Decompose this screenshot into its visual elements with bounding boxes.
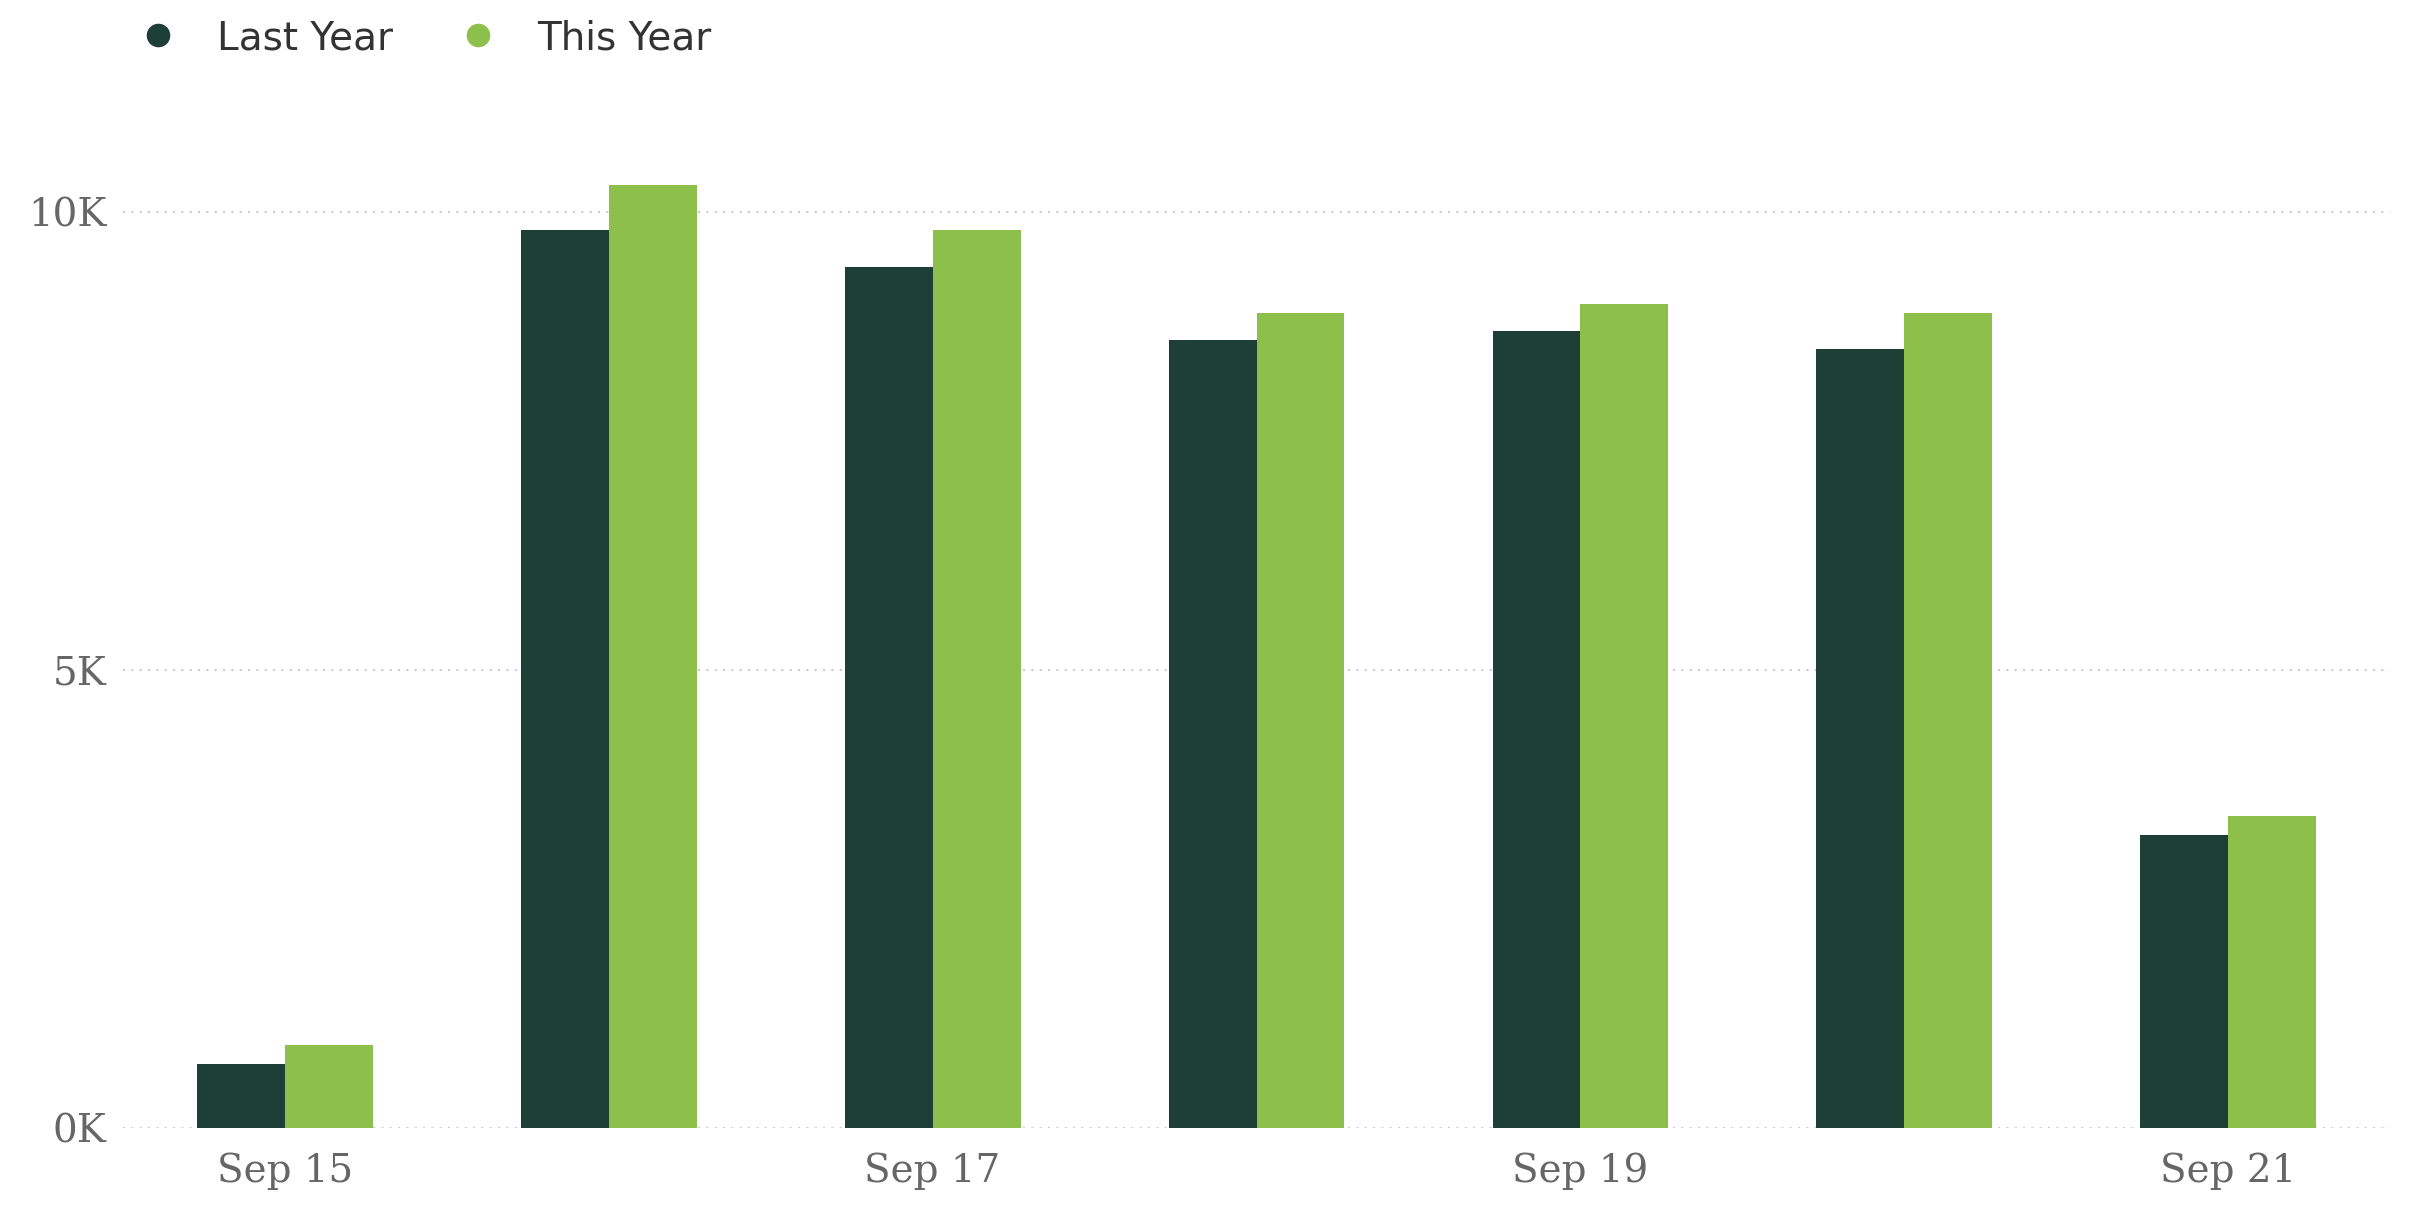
Bar <box>1581 303 1668 1128</box>
Bar <box>2140 834 2229 1128</box>
Bar <box>1168 340 1257 1128</box>
Bar <box>933 230 1020 1128</box>
Bar <box>1492 331 1581 1128</box>
Bar <box>1905 313 1992 1128</box>
Bar <box>1816 350 1905 1128</box>
Legend: Last Year, This Year: Last Year, This Year <box>118 19 711 57</box>
Bar <box>844 267 933 1128</box>
Bar <box>196 1063 285 1128</box>
Bar <box>2229 816 2316 1128</box>
Bar <box>1257 313 1344 1128</box>
Bar <box>520 230 609 1128</box>
Bar <box>285 1045 372 1128</box>
Bar <box>609 185 696 1128</box>
